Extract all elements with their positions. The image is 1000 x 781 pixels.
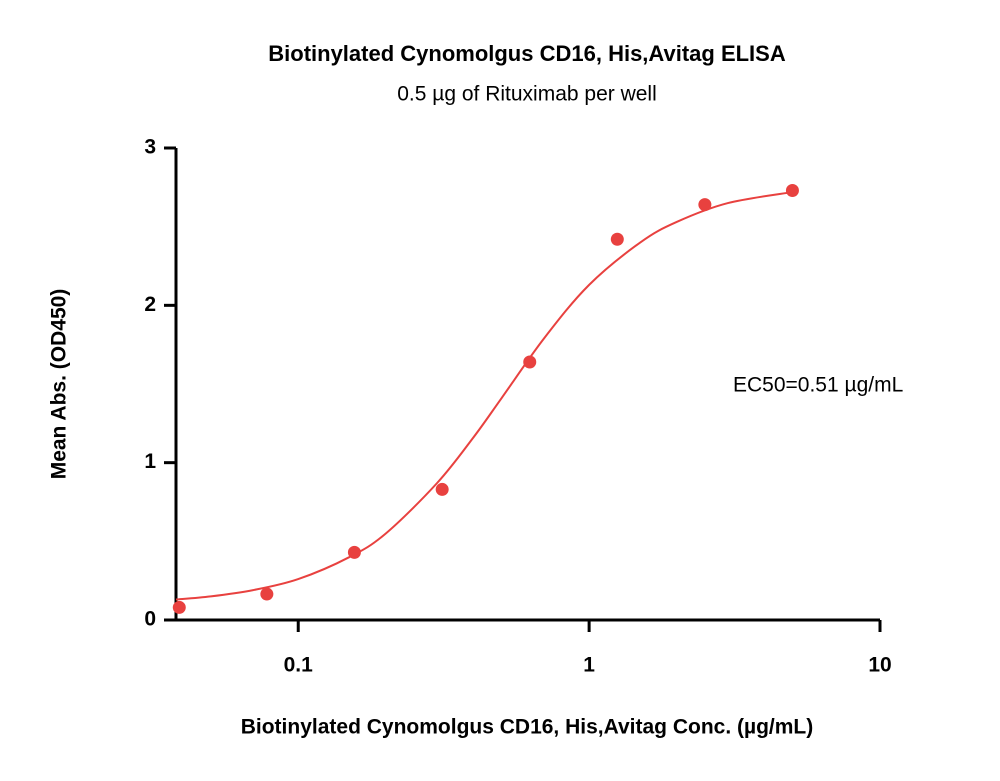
data-point (610, 232, 624, 246)
data-point (785, 183, 799, 197)
data-point (523, 355, 537, 369)
fit-curve (175, 191, 793, 601)
chart-subtitle: 0.5 µg of Rituximab per well (397, 83, 657, 106)
data-point (698, 198, 712, 212)
annotation: EC50=0.51 µg/mL (733, 374, 903, 397)
y-tick-label: 2 (144, 293, 156, 316)
y-tick-label: 3 (144, 136, 156, 159)
data-point (347, 545, 361, 559)
x-tick-label: 10 (868, 654, 891, 677)
data-point (435, 482, 449, 496)
y-axis-label: Mean Abs. (OD450) (48, 289, 71, 480)
data-point (260, 587, 274, 601)
x-tick-label: 0.1 (284, 654, 314, 677)
x-axis-label: Biotinylated Cynomolgus CD16, His,Avitag… (241, 716, 814, 739)
x-tick-label: 1 (583, 654, 595, 677)
y-tick-label: 0 (144, 608, 156, 631)
y-tick-label: 1 (144, 450, 156, 473)
data-point (172, 600, 186, 614)
chart-title: Biotinylated Cynomolgus CD16, His,Avitag… (268, 41, 786, 66)
